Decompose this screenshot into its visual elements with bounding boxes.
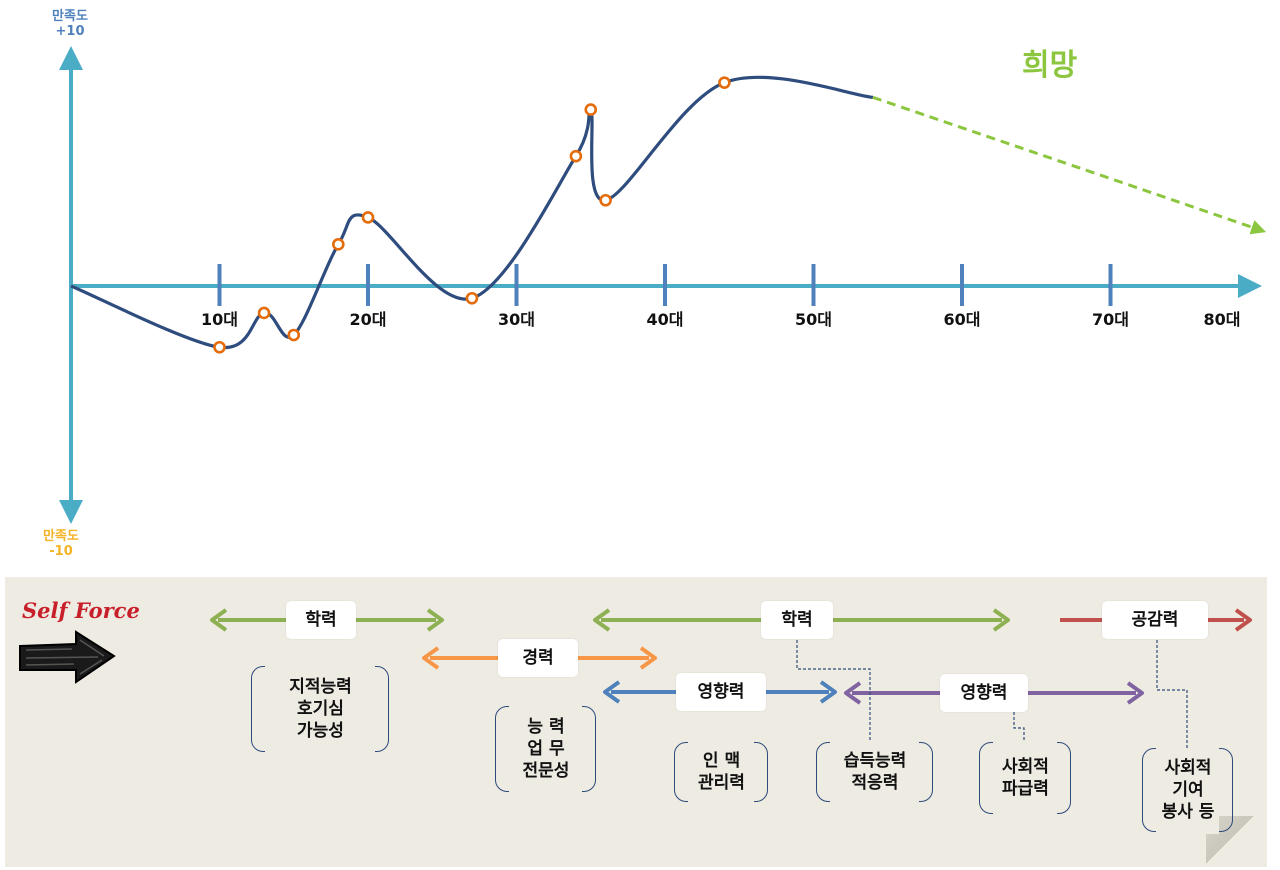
event-marker bbox=[331, 238, 345, 251]
note-line: 적응력 bbox=[851, 773, 899, 793]
band-label: 학력 bbox=[761, 601, 833, 639]
event-marker bbox=[465, 291, 479, 305]
band-label: 공감력 bbox=[1102, 601, 1208, 639]
life-satisfaction-chart bbox=[59, 46, 1267, 524]
hope-projection-line bbox=[872, 95, 1267, 235]
self-force-arrow-icon bbox=[19, 630, 116, 684]
note-line: 기여 bbox=[1172, 780, 1204, 800]
event-marker bbox=[257, 306, 271, 320]
band-label: 학력 bbox=[286, 601, 356, 639]
note-text: 사회적 기여 봉사 등 bbox=[1142, 757, 1234, 823]
bracket-gap bbox=[265, 664, 375, 754]
note-line: 전문성 bbox=[522, 761, 570, 781]
note-line: 습득능력 bbox=[843, 751, 907, 771]
y-axis-top-label: 만족도 +10 bbox=[52, 9, 88, 39]
note-line: 사회적 bbox=[1002, 757, 1049, 777]
note-line: 사회적 bbox=[1164, 758, 1212, 778]
band-label: 경력 bbox=[498, 639, 578, 677]
bracket-gap bbox=[830, 740, 919, 804]
note-line: 가능성 bbox=[297, 721, 344, 741]
event-marker bbox=[213, 340, 226, 354]
note-line: 업 무 bbox=[527, 739, 565, 759]
x-tick-label: 20대 bbox=[349, 310, 387, 329]
bracket-gap bbox=[993, 740, 1057, 816]
x-tick-label: 30대 bbox=[498, 310, 535, 329]
note-line: 지적능력 bbox=[289, 677, 352, 697]
event-marker bbox=[584, 103, 598, 116]
self-force-logo: Self Force bbox=[22, 598, 140, 623]
event-marker bbox=[287, 328, 301, 342]
x-tick-label: 70대 bbox=[1092, 310, 1129, 329]
event-marker bbox=[569, 149, 583, 163]
note-line: 관리력 bbox=[698, 773, 745, 793]
note-line: 파급력 bbox=[1002, 779, 1049, 799]
note-line: 능 력 bbox=[527, 717, 565, 737]
growth-factors-panel bbox=[5, 577, 1267, 867]
event-marker bbox=[599, 193, 612, 207]
note-text: 습득능력 적응력 bbox=[816, 750, 934, 794]
note-line: 호기심 bbox=[297, 699, 344, 719]
note-line: 인 맥 bbox=[702, 751, 741, 771]
event-marker bbox=[361, 211, 375, 224]
bracket-gap bbox=[1156, 746, 1219, 834]
note-line: 봉사 등 bbox=[1161, 802, 1215, 822]
bracket-gap bbox=[509, 704, 582, 794]
x-tick-label: 10대 bbox=[201, 310, 238, 329]
x-tick-label: 40대 bbox=[646, 310, 684, 329]
event-marker bbox=[718, 76, 731, 89]
x-tick-label: 80대 bbox=[1203, 310, 1241, 329]
note-text: 사회적 파급력 bbox=[979, 756, 1072, 800]
x-tick-label: 60대 bbox=[943, 310, 981, 329]
note-text: 인 맥 관리력 bbox=[674, 750, 769, 794]
hope-label: 희망 bbox=[1022, 48, 1078, 83]
bracket-gap bbox=[688, 740, 754, 804]
y-axis-bottom-label: 만족도 -10 bbox=[43, 529, 79, 559]
band-label: 영향력 bbox=[676, 673, 766, 711]
note-text: 지적능력 호기심 가능성 bbox=[251, 676, 390, 742]
x-tick-label: 50대 bbox=[795, 310, 832, 329]
band-label: 영향력 bbox=[940, 674, 1028, 712]
